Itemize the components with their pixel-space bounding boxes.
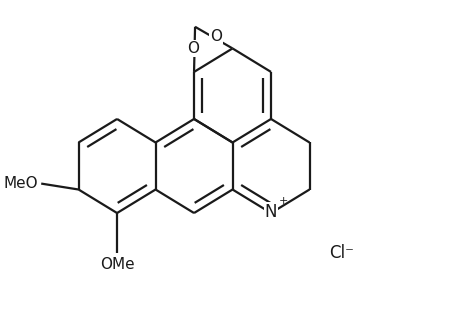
Text: OMe: OMe: [100, 257, 134, 272]
Text: +: +: [279, 196, 288, 206]
Text: O: O: [187, 41, 199, 56]
Text: N: N: [265, 203, 277, 221]
Text: MeO: MeO: [3, 176, 37, 191]
Text: O: O: [210, 29, 222, 43]
Text: Cl⁻: Cl⁻: [329, 244, 354, 262]
